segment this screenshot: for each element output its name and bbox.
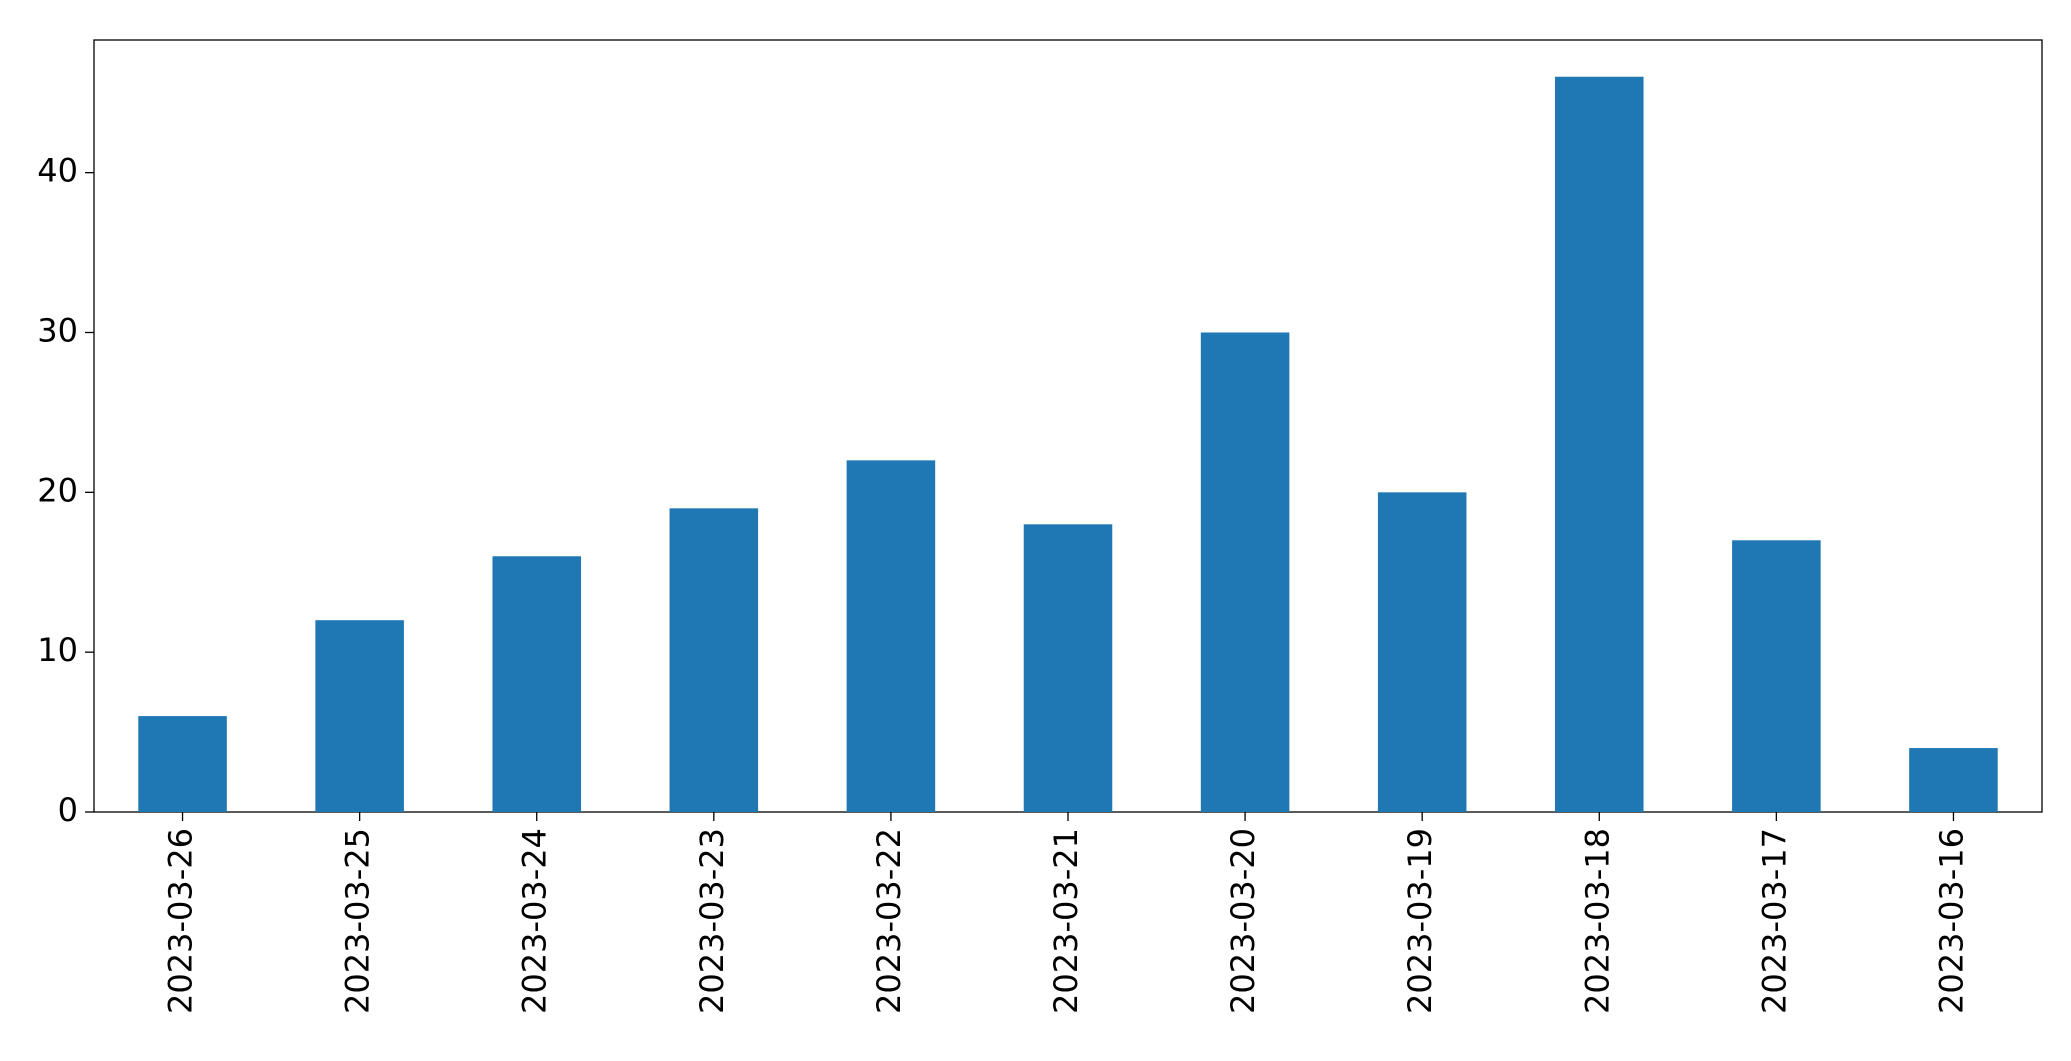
x-tick-label: 2023-03-18: [1578, 828, 1616, 1014]
x-tick-label: 2023-03-19: [1401, 828, 1439, 1014]
y-tick-label: 0: [58, 791, 78, 829]
bar: [492, 556, 581, 812]
y-tick-label: 40: [37, 152, 78, 190]
x-tick-label: 2023-03-16: [1932, 828, 1970, 1014]
x-tick-label: 2023-03-24: [516, 828, 554, 1014]
bar: [1732, 540, 1821, 812]
bar: [846, 460, 936, 812]
x-tick-label: 2023-03-17: [1755, 828, 1793, 1014]
bar: [1909, 748, 1998, 812]
x-tick-label: 2023-03-22: [870, 828, 908, 1014]
bar: [669, 508, 759, 812]
bar: [1023, 524, 1113, 812]
y-tick-label: 20: [37, 471, 78, 509]
bar: [1555, 76, 1644, 812]
x-tick-label: 2023-03-25: [339, 828, 377, 1014]
x-tick-label: 2023-03-23: [693, 828, 731, 1014]
bar: [1377, 492, 1467, 812]
x-tick-label: 2023-03-21: [1047, 828, 1085, 1014]
bar: [1200, 332, 1290, 812]
bar: [315, 620, 404, 812]
x-tick-label: 2023-03-26: [162, 828, 200, 1014]
y-tick-label: 10: [37, 631, 78, 669]
bar: [138, 716, 227, 812]
y-tick-label: 30: [37, 311, 78, 349]
x-tick-label: 2023-03-20: [1224, 828, 1262, 1014]
